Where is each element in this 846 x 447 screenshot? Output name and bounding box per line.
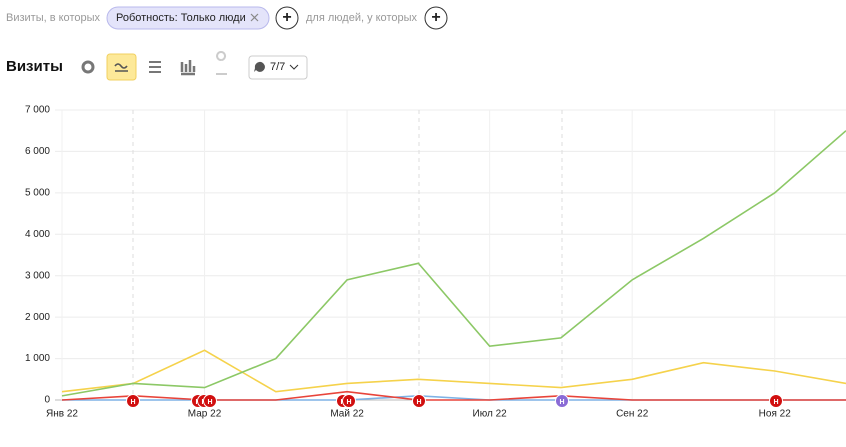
filter-chip[interactable] (106, 6, 270, 30)
filter-middle: для людей, у которых (306, 12, 417, 24)
x-tick-label: Сен 22 (616, 409, 649, 420)
area-icon[interactable] (149, 61, 161, 73)
line-icon (114, 63, 128, 72)
chip-remove-icon[interactable] (250, 13, 259, 22)
x-tick-label: Ноя 22 (759, 409, 792, 420)
add-button[interactable] (275, 6, 299, 30)
chevron-icon (289, 64, 299, 70)
x-tick-label: Май 22 (330, 409, 364, 420)
y-tick-label: 1 000 (25, 353, 50, 364)
y-tick-label: 0 (44, 395, 50, 406)
y-tick-label: 7 000 (25, 105, 50, 116)
add-button[interactable] (424, 6, 448, 30)
annotation-marker-label: Н (773, 399, 778, 406)
series-line (61, 349, 846, 393)
pie-icon[interactable] (81, 60, 95, 74)
annotation-marker (342, 394, 356, 408)
annotation-marker (412, 394, 426, 408)
plot: 0 1 000 2 000 3 000 4 000 5 000 6 000 7 000 Янв … (25, 105, 846, 420)
add-button-label: + (431, 9, 440, 26)
series-line (61, 390, 846, 401)
series-line (61, 130, 846, 397)
y-tick-label: 4 000 (25, 229, 50, 240)
add-button-label: + (282, 9, 291, 26)
chart-title: Визиты (6, 58, 63, 75)
annotation-marker-label: Н (130, 399, 135, 406)
x-tick-label: Мар 22 (188, 409, 222, 420)
filter-chip-label: Роботность: Только люди (116, 12, 246, 24)
annotation-marker-label: Н (207, 399, 212, 406)
annotation-marker-label: Н (559, 399, 564, 406)
annotation-marker-label: Н (416, 399, 421, 406)
y-tick-label: 2 000 (25, 312, 50, 323)
annotation-marker (769, 394, 783, 408)
annotations-count: 7/7 (270, 61, 285, 73)
y-tick-label: 6 000 (25, 146, 50, 157)
filter-prefix: Визиты, в которых (6, 12, 100, 24)
y-tick-label: 3 000 (25, 270, 50, 281)
annotation-marker (203, 394, 217, 408)
comment-icon (254, 61, 265, 72)
annotation-marker-label: Н (346, 399, 351, 406)
annotation-marker (555, 394, 569, 408)
annotations-dropdown[interactable] (248, 55, 308, 80)
bar-icon[interactable] (180, 60, 196, 76)
y-tick-label: 5 000 (25, 187, 50, 198)
map-icon[interactable] (216, 51, 227, 75)
x-tick-label: Янв 22 (46, 409, 78, 420)
x-tick-label: Июл 22 (473, 409, 508, 420)
annotation-marker (126, 394, 140, 408)
